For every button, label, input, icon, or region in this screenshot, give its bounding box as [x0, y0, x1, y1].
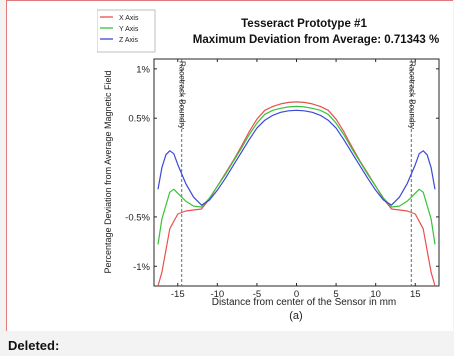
x-tick-label: -5 — [253, 289, 261, 300]
series-line-x-axis — [157, 101, 436, 287]
legend-label-z: Z Axis — [119, 37, 139, 44]
x-axis-label: Distance from center of the Sensor in mm — [212, 297, 397, 308]
legend-label-x: X Axis — [119, 15, 139, 22]
plot-area — [153, 58, 440, 287]
racetrack-boundary-label: Racetrack Boundry — [178, 61, 187, 129]
series-line-y-axis — [157, 105, 436, 245]
y-tick-label: 1% — [136, 64, 150, 75]
deviation-chart: Tesseract Prototype #1 Maximum Deviation… — [96, 9, 440, 322]
y-tick-label: 0.5% — [128, 114, 150, 125]
y-axis-label: Percentage Deviation from Average Magnet… — [103, 71, 113, 274]
figure-caption: (a) — [289, 310, 302, 322]
y-tick-label: -0.5% — [125, 212, 150, 223]
y-tick-label: -1% — [133, 262, 150, 273]
legend-label-y: Y Axis — [119, 26, 139, 33]
x-tick-label: -10 — [210, 289, 224, 300]
legend: X Axis Y Axis Z Axis — [96, 9, 156, 53]
chart-title: Tesseract Prototype #1 — [241, 18, 367, 30]
racetrack-boundary-label: Racetrack Boundry — [407, 61, 416, 129]
x-tick-label: 5 — [333, 289, 338, 300]
series-line-z-axis — [157, 109, 436, 206]
x-tick-label: -15 — [171, 289, 185, 300]
x-tick-label: 0 — [294, 289, 299, 300]
chart-subtitle: Maximum Deviation from Average: 0.71343 … — [193, 34, 440, 46]
x-tick-label: 10 — [370, 289, 381, 300]
figure-panel: Tesseract Prototype #1 Maximum Deviation… — [96, 2, 452, 324]
deleted-label: Deleted: — [8, 338, 60, 353]
x-tick-label: 15 — [410, 289, 421, 300]
